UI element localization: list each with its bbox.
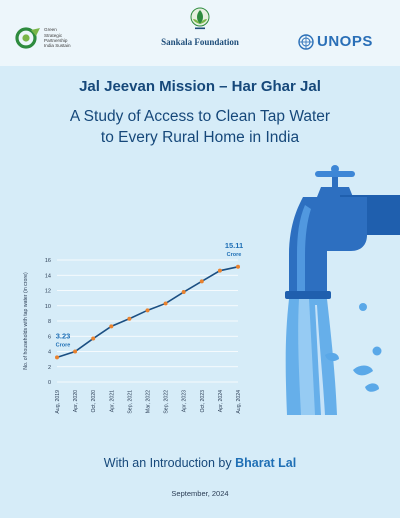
gsp-logo: Green Strategic Partnership India Sustai…	[15, 27, 71, 49]
intro-prefix: With an Introduction by	[103, 456, 236, 470]
x-tick-label: Apr, 2020	[73, 390, 79, 412]
unops-wordmark: UNOPS	[317, 33, 373, 50]
subtitle-line-2: to Every Rural Home in India	[100, 129, 300, 146]
x-tick-label: Apr, 2023	[182, 390, 188, 412]
data-point	[236, 264, 240, 269]
y-tick-label: 4	[48, 350, 51, 356]
data-point	[163, 301, 168, 306]
data-point	[109, 324, 114, 329]
x-tick-label: Aug, 2024	[236, 390, 242, 414]
data-point	[199, 279, 204, 284]
y-axis-label: No. of households with tap water (in cro…	[23, 272, 29, 370]
data-label-value: 3.23	[56, 331, 71, 340]
water-tap-illustration	[285, 165, 400, 415]
x-tick-label: Aug, 2019	[55, 390, 61, 414]
publication-date: September, 2024	[171, 489, 229, 498]
gsp-logo-text: Green Strategic Partnership India Sustai…	[44, 27, 71, 49]
y-tick-label: 10	[45, 304, 51, 310]
y-tick-label: 6	[48, 334, 51, 340]
data-point	[127, 316, 132, 321]
unops-logo: UNOPS	[298, 34, 373, 50]
report-title: Jal Jeevan Mission – Har Ghar Jal	[79, 78, 321, 95]
subtitle-line-1: A Study of Access to Clean Tap Water	[69, 108, 331, 125]
data-point	[73, 349, 78, 354]
data-point	[91, 336, 96, 341]
y-tick-label: 8	[48, 319, 51, 325]
data-label-unit: Crore	[227, 252, 242, 258]
x-tick-label: Sep, 2022	[164, 390, 170, 414]
x-tick-label: Apr, 2024	[218, 390, 224, 412]
header-bar: Green Strategic Partnership India Sustai…	[0, 0, 400, 66]
report-subtitle: A Study of Access to Clean Tap Water to …	[0, 106, 400, 148]
x-tick-label: Apr, 2021	[109, 390, 115, 412]
sankala-foundation-name: Sankala Foundation	[161, 37, 239, 47]
y-tick-label: 14	[45, 273, 51, 279]
intro-author: Bharat Lal	[235, 456, 297, 470]
data-point	[145, 308, 150, 313]
x-tick-label: Oct, 2023	[200, 390, 206, 413]
introduction-credit: With an Introduction by Bharat Lal	[0, 456, 400, 470]
x-tick-label: Mar, 2022	[146, 390, 152, 413]
sankala-logo: Sankala Foundation	[155, 7, 245, 47]
y-tick-label: 16	[45, 258, 51, 264]
data-point	[217, 268, 222, 273]
data-label-value: 15.11	[225, 241, 243, 250]
y-tick-label: 2	[48, 365, 51, 371]
data-label-unit: Crore	[56, 342, 71, 348]
x-tick-label: Sep, 2021	[127, 390, 133, 414]
sankala-emblem-icon	[190, 7, 210, 30]
x-tick-label: Oct, 2020	[91, 390, 97, 413]
un-globe-icon	[298, 34, 314, 50]
data-point	[55, 355, 59, 360]
data-point	[181, 290, 186, 295]
gsp-leaf-icon	[15, 27, 40, 49]
y-tick-label: 12	[45, 289, 51, 295]
y-tick-label: 0	[48, 380, 51, 386]
households-tap-water-chart: 0 2 4 6 8 10 12 14 16 No. of households with tap …	[0, 240, 260, 440]
